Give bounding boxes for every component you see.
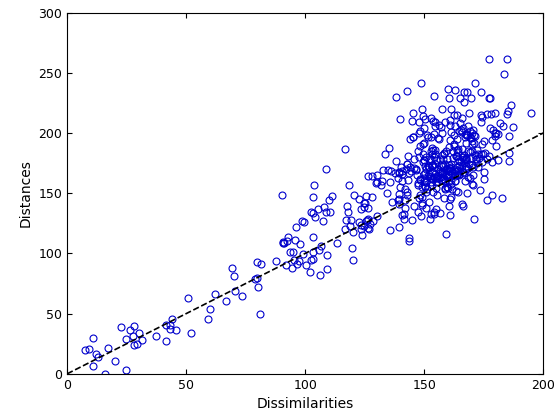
Y-axis label: Distances: Distances bbox=[19, 159, 33, 227]
X-axis label: Dissimilarities: Dissimilarities bbox=[256, 397, 354, 411]
